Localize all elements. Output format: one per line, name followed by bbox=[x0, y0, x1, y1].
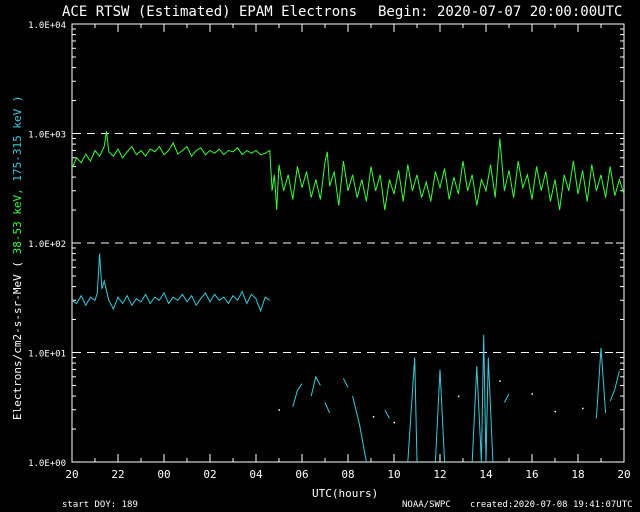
x-tick-label-0: 20 bbox=[65, 468, 78, 481]
y-tick-label-1: 1.0E+01 bbox=[28, 350, 66, 360]
x-tick-label-6: 08 bbox=[341, 468, 354, 481]
x-axis-label: UTC(hours) bbox=[312, 487, 378, 500]
series-1-line bbox=[71, 253, 271, 313]
plot-area: 20 22 00 02 04 06 08 10 12 14 16 18 20 1.0E+001.0E+0… bbox=[28, 21, 631, 481]
x-tick-label-8: 12 bbox=[433, 468, 446, 481]
y-axis-label-series-2: 175-315 keV ) bbox=[11, 95, 24, 181]
series-1-dot-4 bbox=[499, 380, 501, 382]
series-1-fragment-5 bbox=[384, 409, 390, 419]
series-1-fragment-8 bbox=[471, 334, 494, 463]
y-axis-label-gap bbox=[11, 182, 24, 189]
series-1-fragment-0 bbox=[292, 383, 303, 407]
x-tick-label-4: 04 bbox=[249, 468, 263, 481]
series-1-fragment-6 bbox=[407, 357, 418, 463]
x-tick-label-12: 20 bbox=[617, 468, 630, 481]
series-1-dot-0 bbox=[278, 409, 280, 411]
y-axis-label: Electrons/cm2-s-sr-MeV ( 38-53 keV, 175-… bbox=[11, 95, 24, 420]
dashed-reference-lines bbox=[73, 133, 623, 353]
start-doy-label: start DOY: 189 bbox=[62, 500, 138, 510]
x-tick-label-3: 02 bbox=[203, 468, 216, 481]
series-1-fragment-4 bbox=[352, 395, 367, 463]
x-tick-label-7: 10 bbox=[387, 468, 400, 481]
x-tick-label-9: 14 bbox=[479, 468, 493, 481]
series-1-dot-3 bbox=[457, 395, 460, 398]
series-lines bbox=[71, 131, 625, 463]
series-1-fragment-7 bbox=[434, 369, 446, 463]
series-1-fragment-10 bbox=[595, 347, 607, 419]
series-1-fragment-9 bbox=[503, 393, 510, 403]
created-label: created:2020-07-08 19:41:07UTC bbox=[470, 500, 633, 510]
x-tick-label-10: 16 bbox=[525, 468, 538, 481]
series-1-dot-2 bbox=[393, 421, 395, 424]
series-1-dot-1 bbox=[372, 416, 375, 418]
y-axis-ticks: 1.0E+00 1.0E+01 1.0E+02 1.0E+03 1.0E+04 bbox=[28, 21, 624, 469]
y-tick-label-4: 1.0E+04 bbox=[28, 21, 66, 31]
x-axis-ticks: 20 22 00 02 04 06 08 10 12 14 16 18 20 bbox=[65, 24, 631, 481]
source-label: NOAA/SWPC bbox=[402, 500, 451, 510]
begin-time-label: Begin: 2020-07-07 20:00:00UTC bbox=[378, 4, 622, 20]
y-tick-label-0: 1.0E+00 bbox=[28, 459, 66, 469]
series-1-dot-6 bbox=[554, 410, 556, 413]
y-axis-label-prefix: Electrons/cm2-s-sr-MeV ( bbox=[11, 254, 24, 420]
series-1-fragment-1 bbox=[310, 375, 321, 397]
series-1-fragment-2 bbox=[324, 402, 331, 414]
x-tick-label-2: 00 bbox=[157, 468, 170, 481]
series-0-line bbox=[71, 131, 625, 211]
series-1-dot-5 bbox=[531, 393, 533, 395]
x-tick-label-5: 06 bbox=[295, 468, 308, 481]
series-1-fragment-3 bbox=[342, 378, 349, 388]
chart-title: ACE RTSW (Estimated) EPAM Electrons bbox=[62, 4, 357, 20]
y-tick-label-2: 1.0E+02 bbox=[28, 240, 66, 250]
series-1-fragment-11 bbox=[609, 370, 620, 402]
series-1-dot-7 bbox=[582, 407, 584, 410]
y-axis-label-series-1: 38-53 keV, bbox=[11, 188, 24, 254]
x-tick-label-1: 22 bbox=[111, 468, 124, 481]
x-tick-label-11: 18 bbox=[571, 468, 584, 481]
y-tick-label-3: 1.0E+03 bbox=[28, 131, 66, 141]
